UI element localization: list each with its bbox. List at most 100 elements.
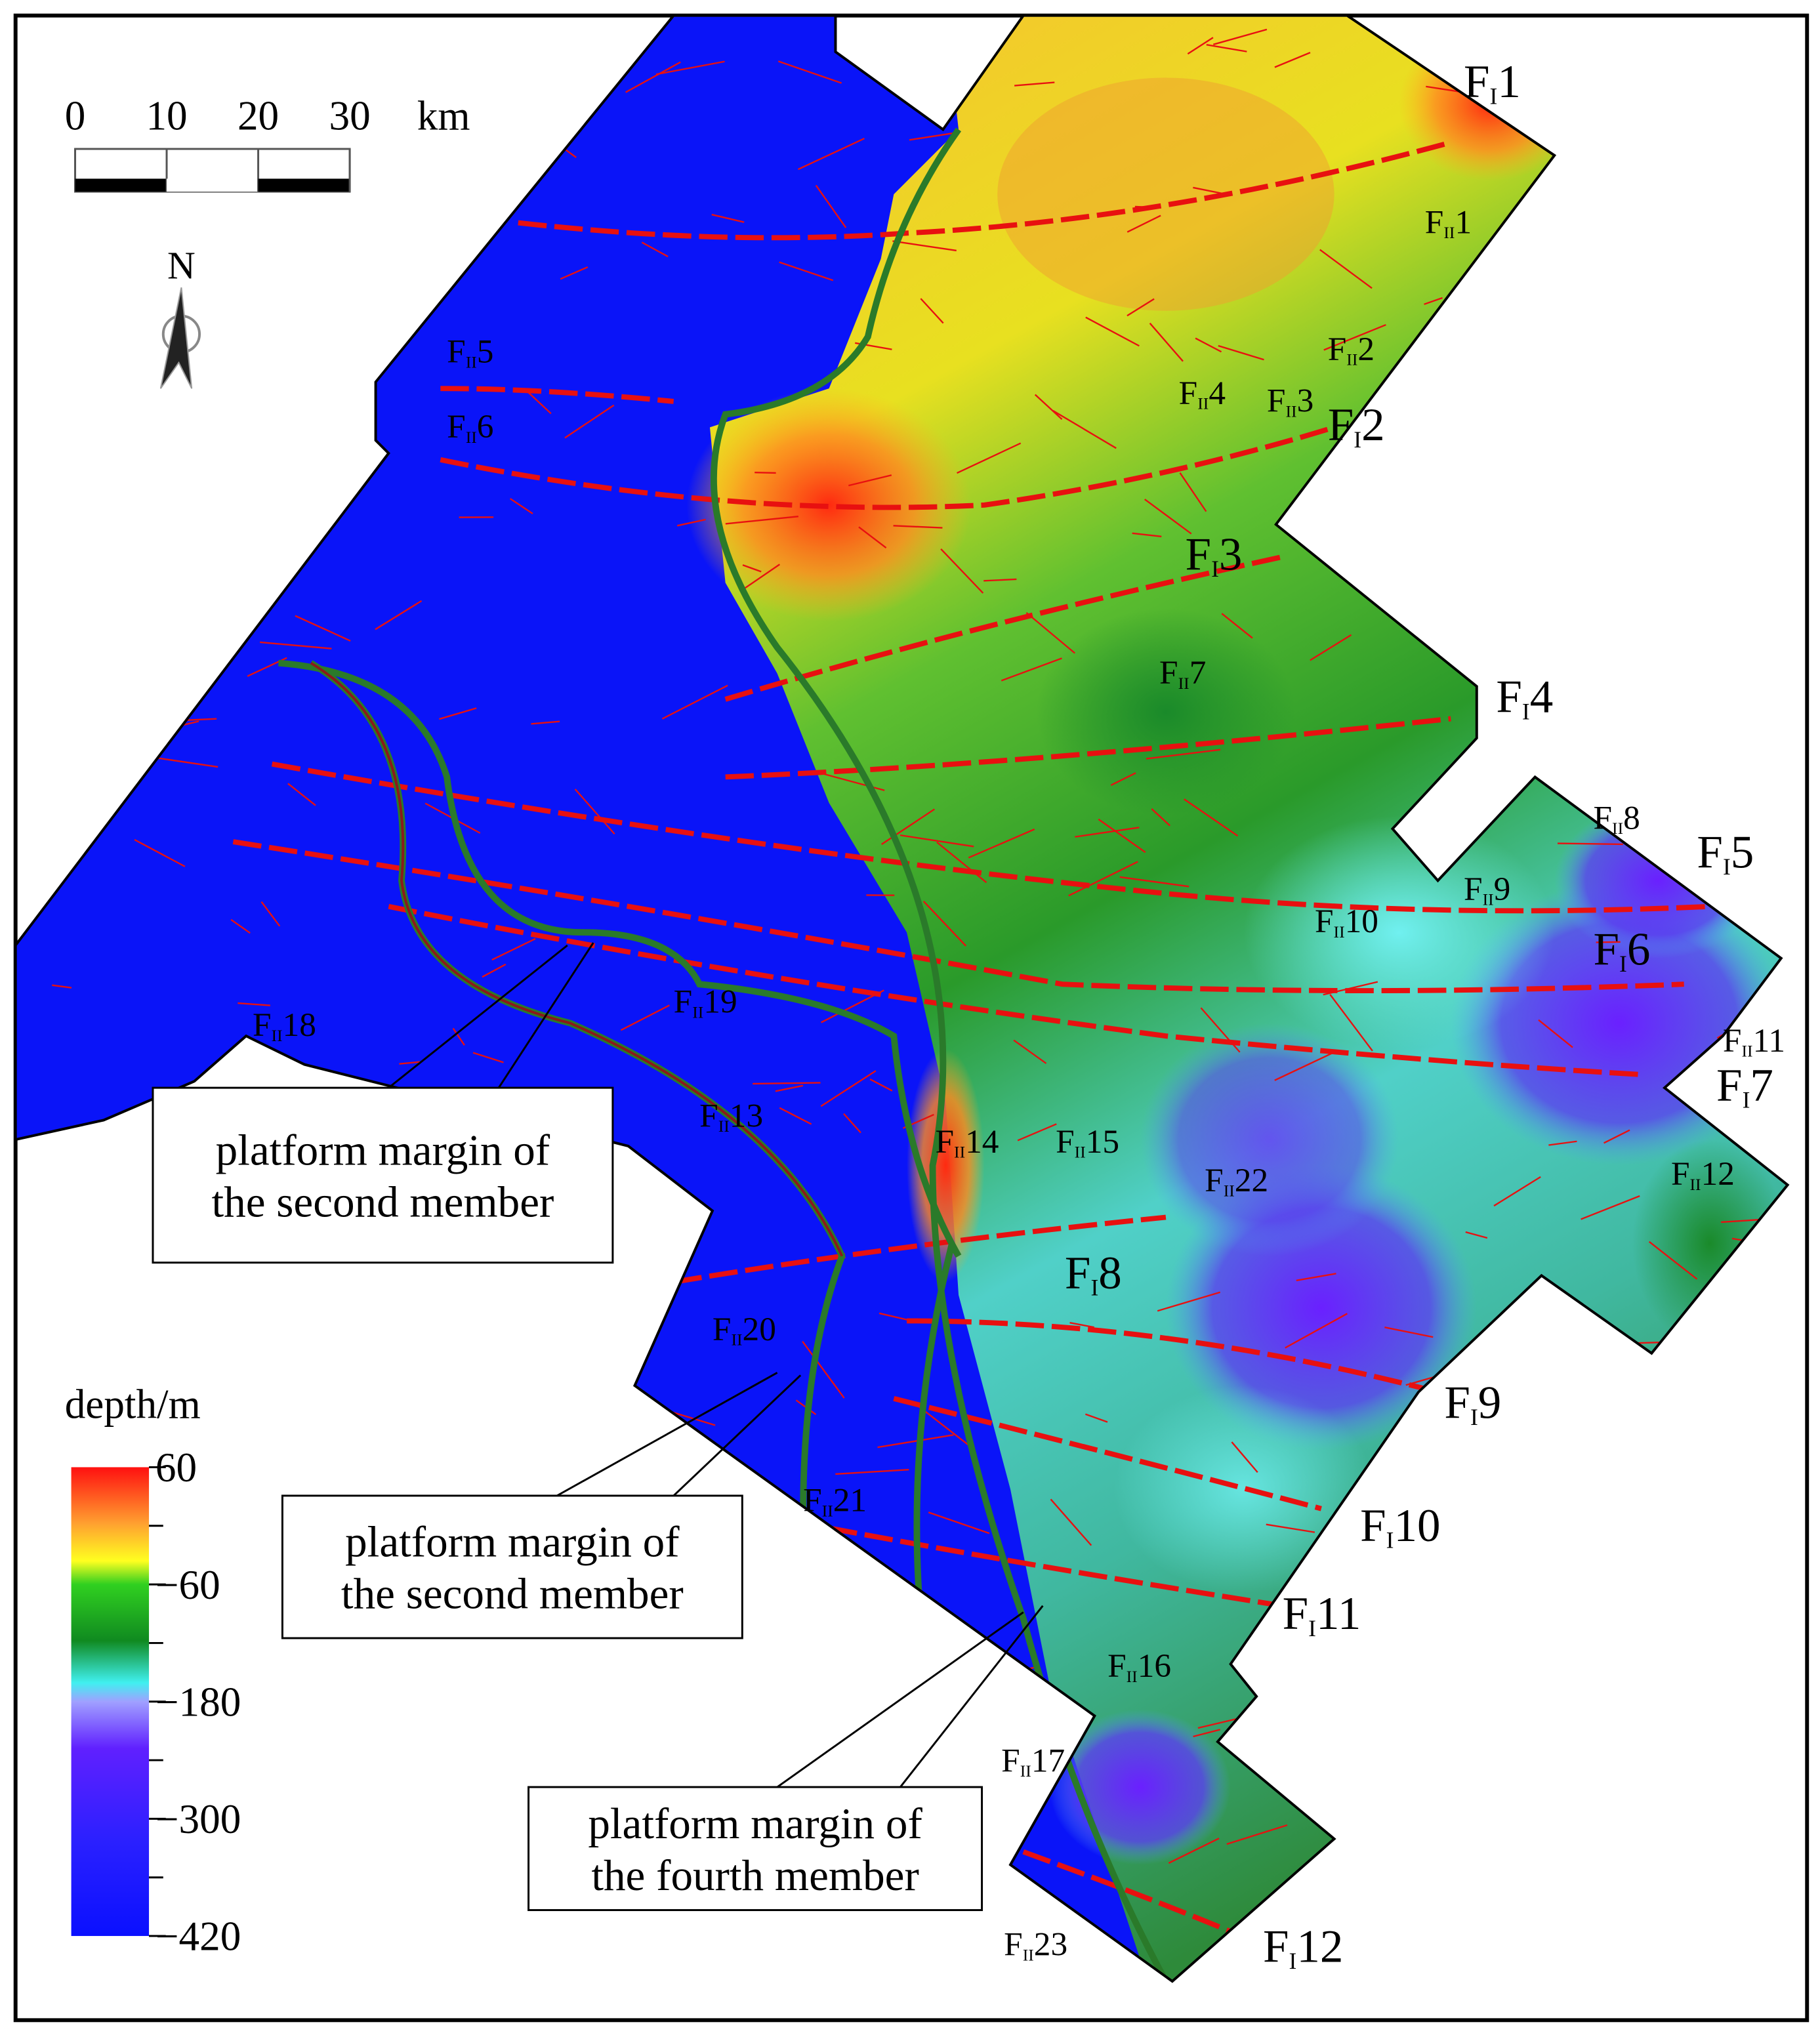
fault-label: FI5 <box>1697 827 1754 880</box>
minor-fault <box>881 808 935 845</box>
fault-label: FII13 <box>699 1097 763 1136</box>
callout-leader <box>776 1611 1024 1788</box>
colorbar-scale <box>71 1467 150 1937</box>
mid-zone <box>1113 1386 1373 1593</box>
fault-letter: F <box>803 1482 822 1519</box>
fault-letter: F <box>1065 1248 1091 1299</box>
minor-fault <box>1168 1838 1220 1864</box>
minor-fault <box>779 261 834 281</box>
high-zone <box>907 1048 985 1283</box>
minor-fault <box>1465 1231 1488 1239</box>
fault-number: 5 <box>1731 827 1754 878</box>
minor-fault <box>1285 1313 1348 1349</box>
callout-box <box>152 1086 614 1264</box>
fault-letter: F <box>1425 203 1444 241</box>
fault-number: 12 <box>1701 1155 1735 1193</box>
fault-letter: F <box>1593 799 1612 836</box>
fault-label: FI1 <box>1464 56 1521 110</box>
fault-grade: II <box>1197 394 1209 413</box>
fault-letter: F <box>1444 1377 1470 1428</box>
fault-number: 4 <box>1209 375 1226 412</box>
minor-fault <box>843 1113 861 1134</box>
fault-number: 23 <box>1034 1926 1067 1964</box>
minor-fault <box>815 184 847 228</box>
callout-leader <box>497 942 594 1088</box>
fault-grade: I <box>1211 556 1219 582</box>
fault-grade: II <box>466 428 477 447</box>
minor-fault <box>1187 37 1214 55</box>
high-zone <box>997 77 1334 311</box>
fault-grade: I <box>1354 426 1361 453</box>
mid-zone <box>1243 815 1555 1049</box>
minor-fault <box>472 1052 504 1063</box>
minor-fault <box>620 1004 670 1031</box>
minor-fault <box>797 137 865 171</box>
minor-fault <box>287 783 316 806</box>
minor-fault <box>1151 808 1170 827</box>
minor-fault <box>920 298 944 324</box>
minor-fault <box>1424 297 1443 305</box>
fault-number: 7 <box>1189 654 1207 691</box>
fault-letter: F <box>1328 331 1347 368</box>
minor-fault <box>820 1070 877 1107</box>
minor-fault <box>835 1469 909 1475</box>
fault-grade: II <box>692 1002 703 1021</box>
fault-label: FII4 <box>1179 375 1226 413</box>
fault-label: FII15 <box>1056 1123 1119 1162</box>
minor-fault <box>1596 941 1621 943</box>
minor-fault <box>1014 81 1055 87</box>
minor-fault <box>711 213 745 223</box>
fault-letter: F <box>1464 871 1483 908</box>
callout-text: platform margin of <box>216 1126 550 1175</box>
minor-fault <box>1384 1327 1434 1338</box>
scale-unit: km <box>417 93 470 138</box>
colorbar-label: −60 <box>155 1562 220 1608</box>
fault-number: 21 <box>833 1482 867 1519</box>
minor-fault <box>1266 1523 1315 1533</box>
minor-fault <box>779 1107 812 1125</box>
scale-bar: 0 10 20 30 km <box>65 93 470 193</box>
fault-number: 2 <box>1361 400 1385 451</box>
fault-number: 14 <box>965 1123 999 1161</box>
fault-letter: F <box>1179 375 1198 412</box>
fault-letter: F <box>1186 529 1212 581</box>
fault-letter: F <box>1001 1742 1020 1779</box>
minor-fault <box>755 471 776 474</box>
fault-letter: F <box>1283 1588 1309 1639</box>
minor-fault <box>1296 1273 1336 1281</box>
fault-label: FII10 <box>1315 903 1378 941</box>
fault-letter: F <box>1697 827 1723 878</box>
minor-fault <box>625 61 681 93</box>
fault-label: FII11 <box>1723 1022 1785 1061</box>
low-zone <box>1140 1023 1399 1256</box>
fault-label: FII21 <box>803 1482 867 1521</box>
scale-label: 0 <box>65 93 86 138</box>
fault-letter: F <box>1315 903 1334 940</box>
fault-number: 18 <box>283 1006 316 1044</box>
minor-fault <box>1179 472 1207 512</box>
fault-label: FII17 <box>1001 1742 1065 1780</box>
fault-grade: I <box>1619 951 1627 977</box>
fault-label: FII9 <box>1464 871 1510 909</box>
fault-grade: I <box>1386 1527 1394 1553</box>
minor-fault <box>1310 634 1352 661</box>
fault-number: 9 <box>1494 871 1511 908</box>
minor-fault <box>1603 1129 1630 1144</box>
minor-fault <box>1548 1140 1577 1146</box>
fault-grade: II <box>272 1026 283 1045</box>
north-label: N <box>167 243 196 287</box>
minor-fault <box>940 548 984 594</box>
minor-fault <box>1050 1498 1092 1546</box>
callout-leader <box>900 1605 1044 1788</box>
minor-fault <box>983 578 1017 582</box>
fault-number: 13 <box>730 1097 763 1134</box>
fault-label: FII22 <box>1205 1162 1268 1201</box>
fault-label: FII16 <box>1107 1647 1171 1686</box>
minor-fault <box>1538 1019 1573 1048</box>
fault-number: 8 <box>1098 1248 1122 1299</box>
mid-zone <box>1036 608 1296 816</box>
fault-number: 16 <box>1138 1647 1171 1685</box>
minor-fault <box>869 1078 893 1092</box>
